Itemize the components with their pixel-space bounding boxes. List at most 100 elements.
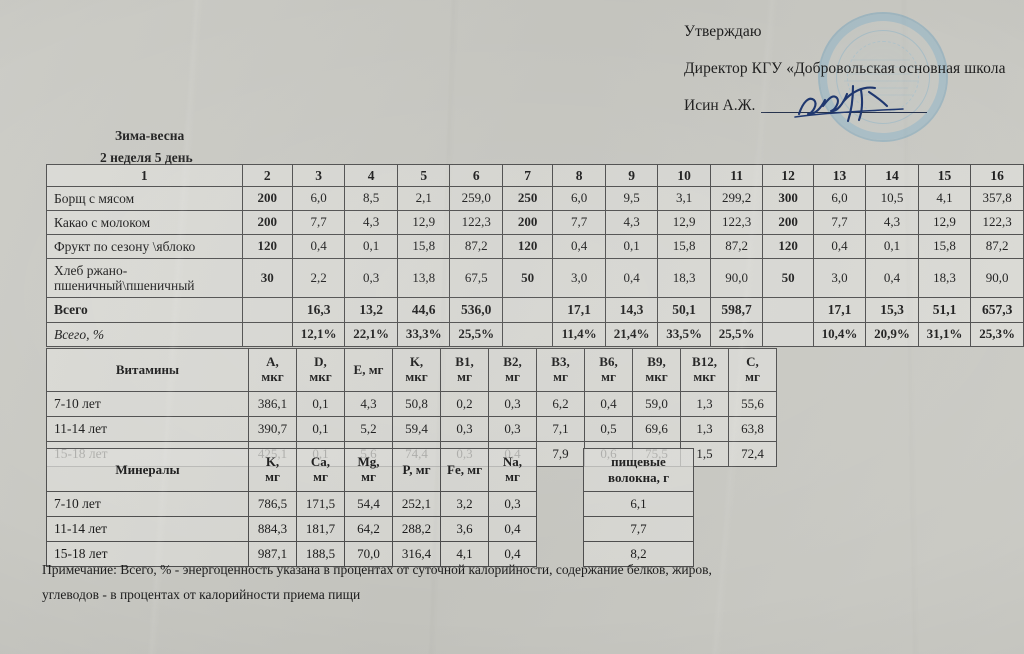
vitamin-col-header: D, мкг bbox=[296, 348, 345, 392]
vitamin-value: 390,7 bbox=[248, 416, 297, 442]
footnote-line-1: Примечание: Всего, % - энергоценность ук… bbox=[42, 562, 712, 577]
dish-value: 4,3 bbox=[604, 210, 659, 235]
dish-value: 3,1 bbox=[657, 186, 711, 211]
vitamin-unit: мг bbox=[601, 369, 616, 384]
approval-heading: Утверждаю bbox=[684, 23, 762, 40]
mineral-value: 3,2 bbox=[440, 491, 489, 517]
fiber-header-line2: волокна, г bbox=[608, 470, 669, 485]
vitamin-col-header: E, мг bbox=[344, 348, 393, 392]
mineral-unit: мг bbox=[361, 469, 376, 484]
dish-value: 90,0 bbox=[709, 258, 764, 298]
dish-value: 200 bbox=[501, 210, 554, 235]
vitamin-col-header: B12, мкг bbox=[680, 348, 729, 392]
mineral-name: Ca, bbox=[310, 454, 331, 470]
vitamin-unit: мг bbox=[745, 369, 760, 384]
minerals-header-row: Минералы K, мг Ca, мг Mg, мг P, мг Fe, мг N… bbox=[46, 448, 537, 492]
dish-value: 6,0 bbox=[291, 186, 346, 211]
mineral-value: 0,4 bbox=[488, 516, 537, 542]
footnote: Примечание: Всего, % - энергоценность ук… bbox=[42, 558, 802, 608]
dish-value: 67,5 bbox=[449, 258, 503, 298]
dish-value: 2,1 bbox=[396, 186, 451, 211]
percent-value bbox=[241, 322, 293, 347]
mineral-unit: мг bbox=[313, 469, 328, 484]
vitamins-title: Витамины bbox=[46, 348, 249, 392]
dish-value: 250 bbox=[501, 186, 554, 211]
dish-value: 9,5 bbox=[604, 186, 659, 211]
menu-col-header: 14 bbox=[865, 164, 919, 187]
official-stamp-icon bbox=[818, 12, 948, 142]
menu-col-header: 10 bbox=[657, 164, 711, 187]
vitamin-value: 7,1 bbox=[536, 416, 585, 442]
mineral-name: Fe, мг bbox=[447, 461, 482, 477]
dish-value: 13,8 bbox=[396, 258, 451, 298]
vitamin-value: 1,3 bbox=[680, 391, 729, 417]
menu-table: 1 2 3 4 5 6 7 8 9 10 11 12 13 14 15 16 Б… bbox=[46, 164, 1024, 347]
dish-value: 120 bbox=[501, 234, 554, 259]
menu-col-header: 11 bbox=[709, 164, 764, 187]
mineral-col-header: K, мг bbox=[248, 448, 297, 492]
mineral-col-header: P, мг bbox=[392, 448, 441, 492]
dish-name: Борщ с мясом bbox=[46, 186, 243, 211]
fiber-table-row: 8,2 bbox=[583, 541, 694, 567]
vitamin-name: E, мг bbox=[353, 361, 384, 377]
percent-value: 31,1% bbox=[917, 322, 972, 347]
mineral-unit: мг bbox=[265, 469, 280, 484]
vitamin-value: 63,8 bbox=[728, 416, 777, 442]
dish-value: 15,8 bbox=[396, 234, 451, 259]
mineral-value: 786,5 bbox=[248, 491, 297, 517]
dish-value: 10,5 bbox=[865, 186, 919, 211]
vitamins-table-row: 7-10 лет 386,1 0,1 4,3 50,8 0,2 0,3 6,2 … bbox=[46, 391, 777, 417]
dish-value: 3,0 bbox=[812, 258, 867, 298]
vitamin-value: 1,3 bbox=[680, 416, 729, 442]
dish-value: 7,7 bbox=[291, 210, 346, 235]
vitamin-value: 5,2 bbox=[344, 416, 393, 442]
percent-value: 20,9% bbox=[865, 322, 919, 347]
mineral-value: 288,2 bbox=[392, 516, 441, 542]
menu-percent-row: Всего, % 12,1% 22,1% 33,3% 25,5% 11,4% 2… bbox=[46, 322, 1024, 347]
fiber-value: 8,2 bbox=[583, 541, 694, 567]
fiber-header-row: пищевые волокна, г bbox=[583, 448, 694, 492]
menu-table-row: Борщ с мясом 200 6,0 8,5 2,1 259,0 250 6… bbox=[46, 186, 1024, 211]
vitamin-value: 0,5 bbox=[584, 416, 633, 442]
mineral-value: 171,5 bbox=[296, 491, 345, 517]
dish-value: 122,3 bbox=[449, 210, 503, 235]
total-value: 14,3 bbox=[604, 297, 659, 323]
total-value: 50,1 bbox=[657, 297, 711, 323]
dish-value: 4,3 bbox=[865, 210, 919, 235]
mineral-value: 0,4 bbox=[488, 541, 537, 567]
menu-col-header: 8 bbox=[552, 164, 606, 187]
menu-col-header: 4 bbox=[344, 164, 398, 187]
total-value: 536,0 bbox=[449, 297, 503, 323]
menu-col-header: 3 bbox=[291, 164, 346, 187]
mineral-col-header: Mg, мг bbox=[344, 448, 393, 492]
total-value: 15,3 bbox=[865, 297, 919, 323]
vitamin-unit: мг bbox=[457, 369, 472, 384]
vitamin-value: 59,0 bbox=[632, 391, 681, 417]
vitamin-value: 0,4 bbox=[584, 391, 633, 417]
age-group-label: 11-14 лет bbox=[46, 516, 249, 542]
dish-value: 87,2 bbox=[449, 234, 503, 259]
percent-value: 33,5% bbox=[657, 322, 711, 347]
mineral-value: 252,1 bbox=[392, 491, 441, 517]
vitamin-unit: мкг bbox=[405, 369, 428, 384]
percent-value: 10,4% bbox=[812, 322, 867, 347]
vitamin-col-header: B2, мг bbox=[488, 348, 537, 392]
vitamin-value: 0,3 bbox=[440, 416, 489, 442]
minerals-table-row: 7-10 лет 786,5 171,5 54,4 252,1 3,2 0,3 bbox=[46, 491, 537, 517]
total-label: Всего bbox=[46, 297, 243, 323]
dish-value: 7,7 bbox=[552, 210, 606, 235]
total-value: 17,1 bbox=[552, 297, 606, 323]
fiber-table-row: 7,7 bbox=[583, 516, 694, 542]
dish-value: 12,9 bbox=[917, 210, 972, 235]
dish-value: 18,3 bbox=[657, 258, 711, 298]
vitamin-name: B12, bbox=[692, 354, 717, 370]
menu-table-row: Фрукт по сезону \яблоко 120 0,4 0,1 15,8… bbox=[46, 234, 1024, 259]
dish-value: 4,1 bbox=[917, 186, 972, 211]
vitamin-name: K, bbox=[409, 354, 424, 370]
vitamins-header-row: Витамины A, мкг D, мкг E, мг K, мкг B1, мг B… bbox=[46, 348, 777, 392]
vitamin-name: A, bbox=[266, 354, 279, 370]
vitamin-value: 55,6 bbox=[728, 391, 777, 417]
dish-value: 0,4 bbox=[812, 234, 867, 259]
total-value bbox=[241, 297, 293, 323]
footnote-line-2: углеводов - в процентах от калорийности … bbox=[42, 586, 361, 602]
